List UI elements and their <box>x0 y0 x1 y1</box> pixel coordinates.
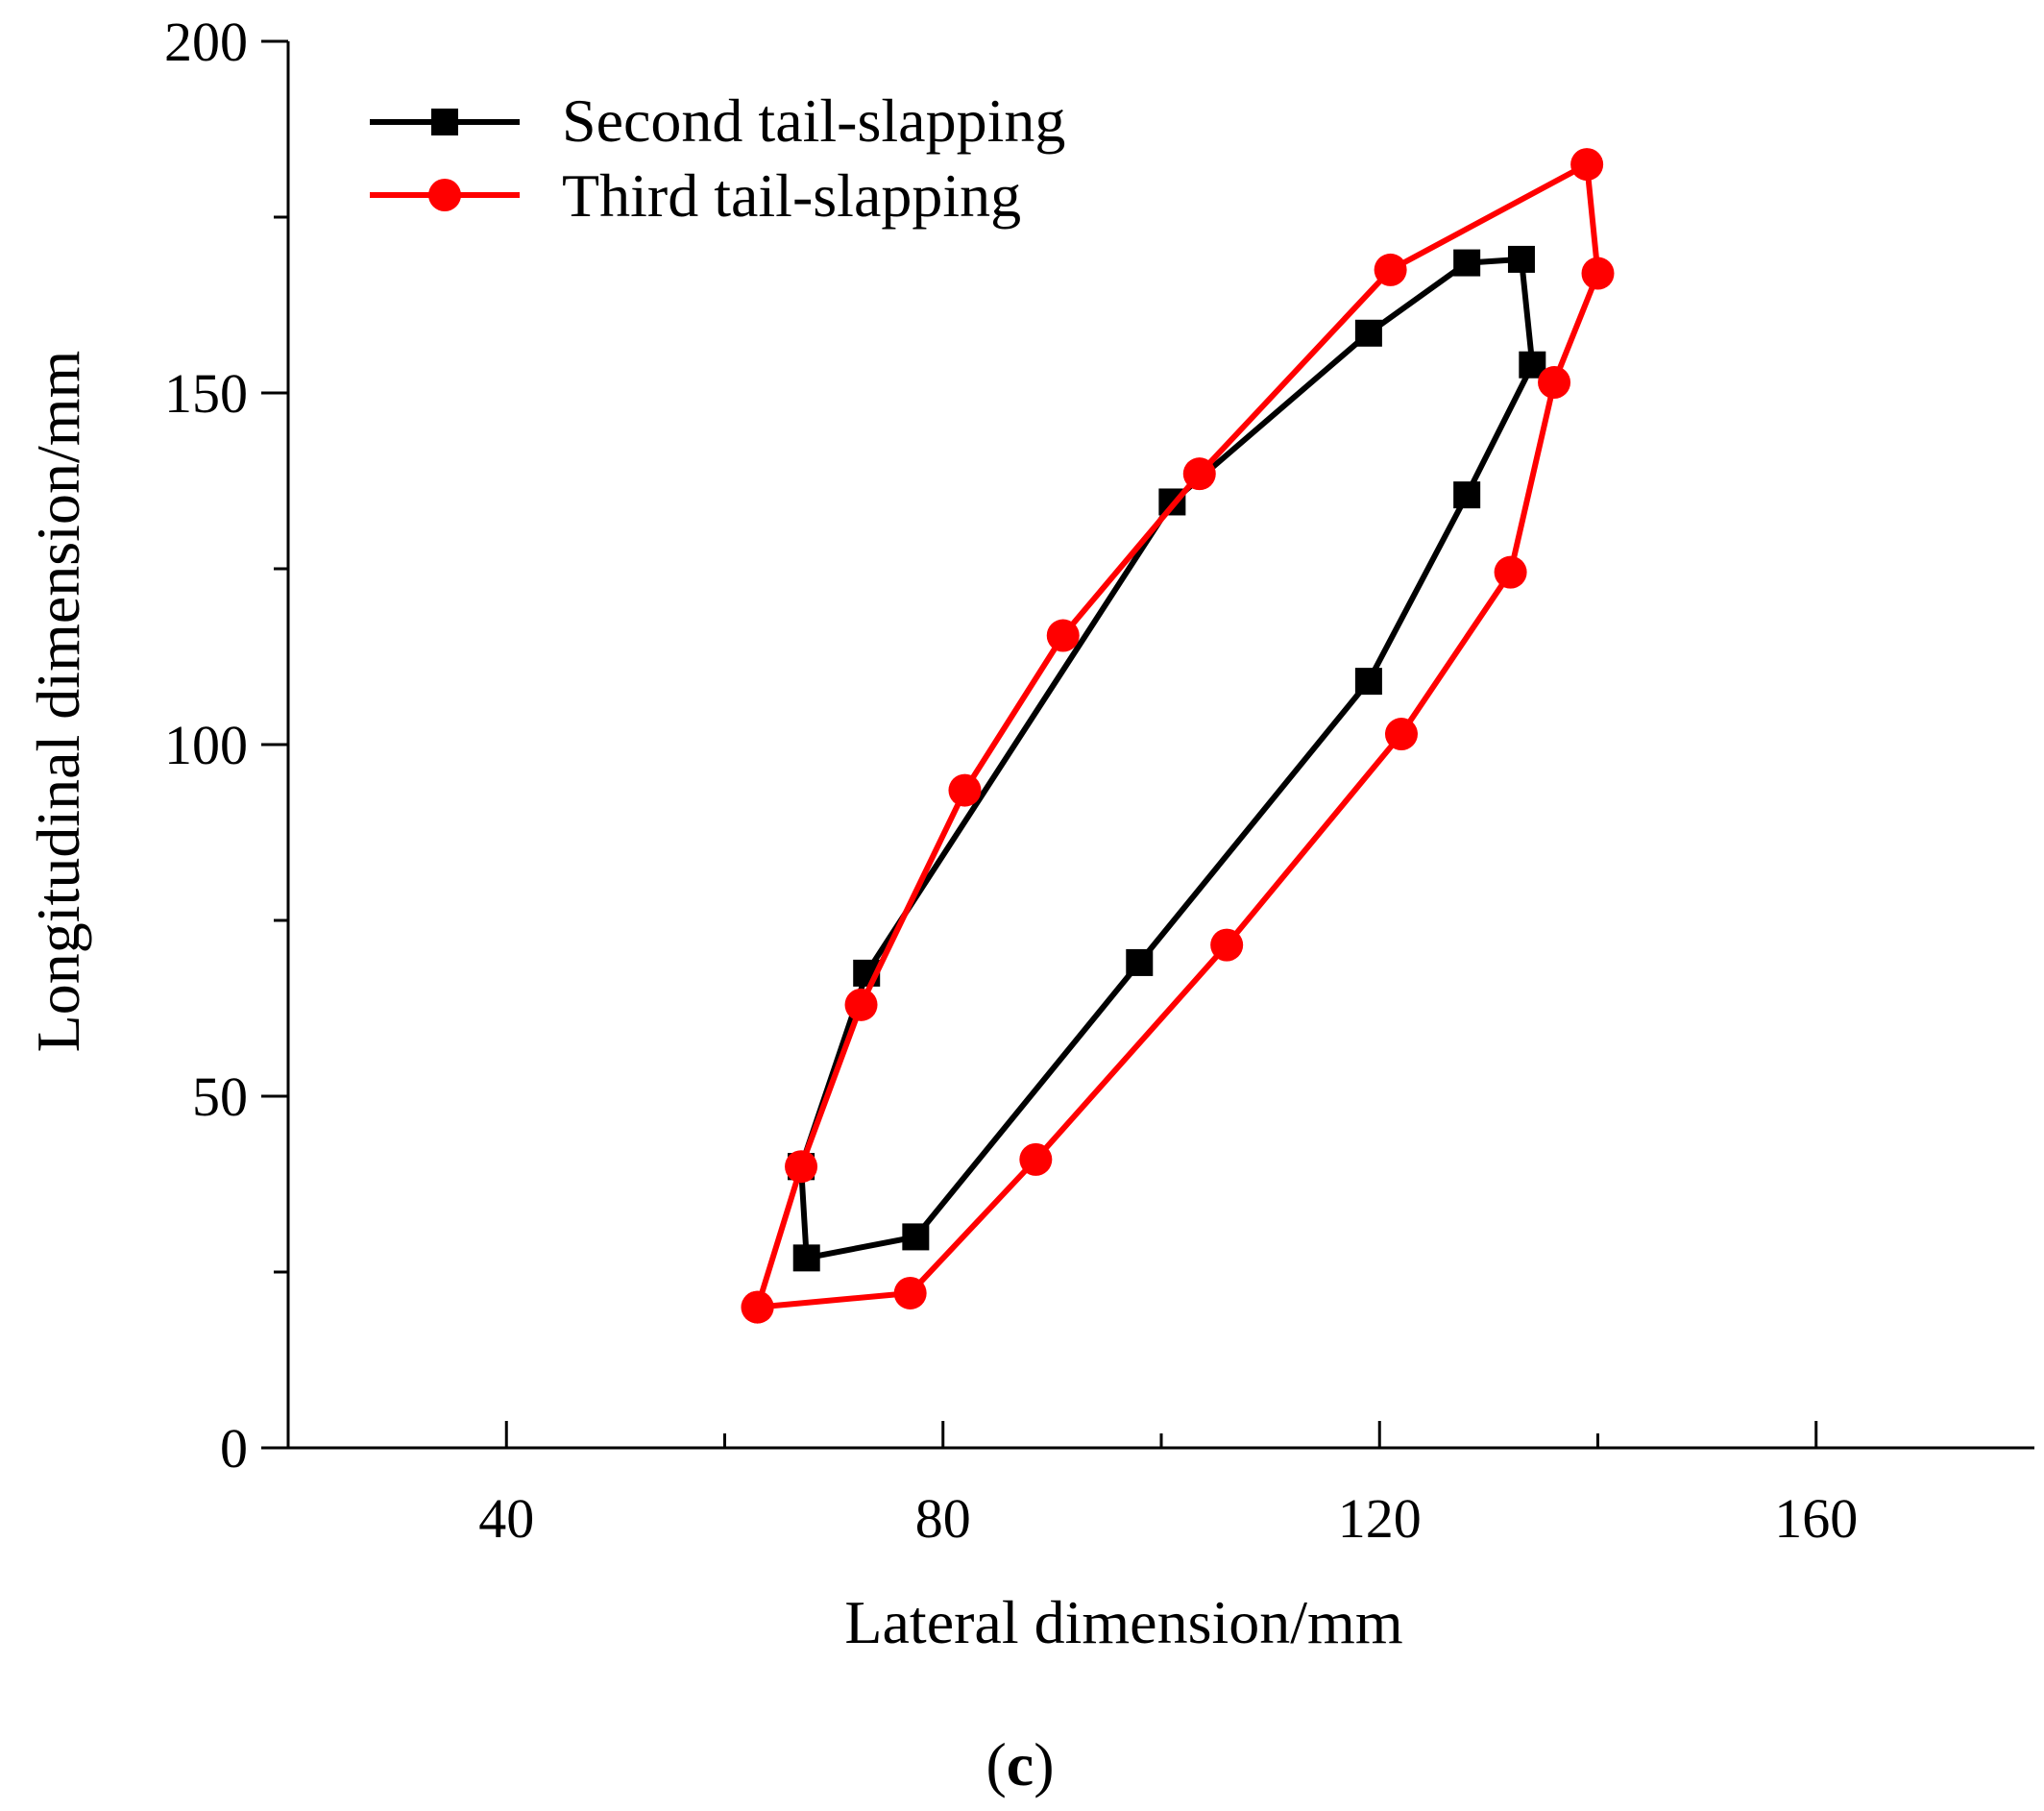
y-tick-label-0: 0 <box>220 1417 248 1480</box>
point-square-9 <box>1354 319 1382 347</box>
y-tick-label-150: 150 <box>164 362 248 425</box>
legend-label-third: Third tail-slapping <box>562 161 1021 230</box>
point-square-8 <box>1453 249 1481 277</box>
point-circle-10 <box>1182 457 1216 491</box>
x-tick-label-120: 120 <box>1338 1487 1422 1550</box>
series-layer <box>741 148 1615 1324</box>
point-circle-4 <box>1384 718 1418 751</box>
y-tick-label-50: 50 <box>192 1065 248 1128</box>
legend-marker-circle <box>428 179 461 211</box>
ticks <box>261 39 1818 1450</box>
point-circle-12 <box>948 773 982 807</box>
x-tick-label-40: 40 <box>478 1487 534 1550</box>
point-circle-7 <box>1581 257 1615 290</box>
panel-label: (c) <box>986 1730 1054 1799</box>
point-square-7 <box>1507 245 1535 273</box>
axes <box>286 41 2034 1450</box>
point-circle-13 <box>844 988 878 1021</box>
series-line-1 <box>798 256 1536 1261</box>
panel-label-letter: c <box>1007 1730 1034 1799</box>
point-circle-9 <box>1374 253 1407 286</box>
series-line-2 <box>754 161 1601 1310</box>
point-square-1 <box>792 1244 820 1272</box>
point-circle-15 <box>741 1290 774 1324</box>
tick-labels: 40 80 120 160 0 50 100 150 200 <box>164 11 1858 1550</box>
series-2 <box>741 148 1615 1324</box>
legend-marker-square <box>431 109 458 135</box>
point-square-3 <box>1126 948 1154 976</box>
panel-label-open: ( <box>986 1730 1006 1799</box>
point-square-4 <box>1354 668 1382 696</box>
point-circle-5 <box>1494 555 1527 589</box>
point-circle-14 <box>785 1150 818 1184</box>
y-axis-title: Longitudinal dimension/mm <box>24 351 92 1053</box>
x-axis-title: Lateral dimension/mm <box>844 1588 1402 1656</box>
point-circle-8 <box>1570 148 1604 182</box>
y-tick-label-100: 100 <box>164 714 248 776</box>
point-circle-2 <box>1019 1142 1053 1176</box>
legend: Second tail-slapping Third tail-slapping <box>370 86 1065 230</box>
point-circle-6 <box>1538 366 1571 400</box>
x-tick-label-160: 160 <box>1774 1487 1858 1550</box>
series-1 <box>788 245 1546 1272</box>
point-circle-3 <box>1210 928 1244 962</box>
panel-label-close: ) <box>1034 1730 1054 1799</box>
point-square-5 <box>1453 481 1481 509</box>
point-circle-1 <box>893 1276 927 1309</box>
legend-label-second: Second tail-slapping <box>562 86 1065 155</box>
point-circle-11 <box>1046 619 1080 652</box>
point-square-2 <box>902 1223 930 1251</box>
y-tick-label-200: 200 <box>164 11 248 73</box>
x-tick-label-80: 80 <box>915 1487 971 1550</box>
